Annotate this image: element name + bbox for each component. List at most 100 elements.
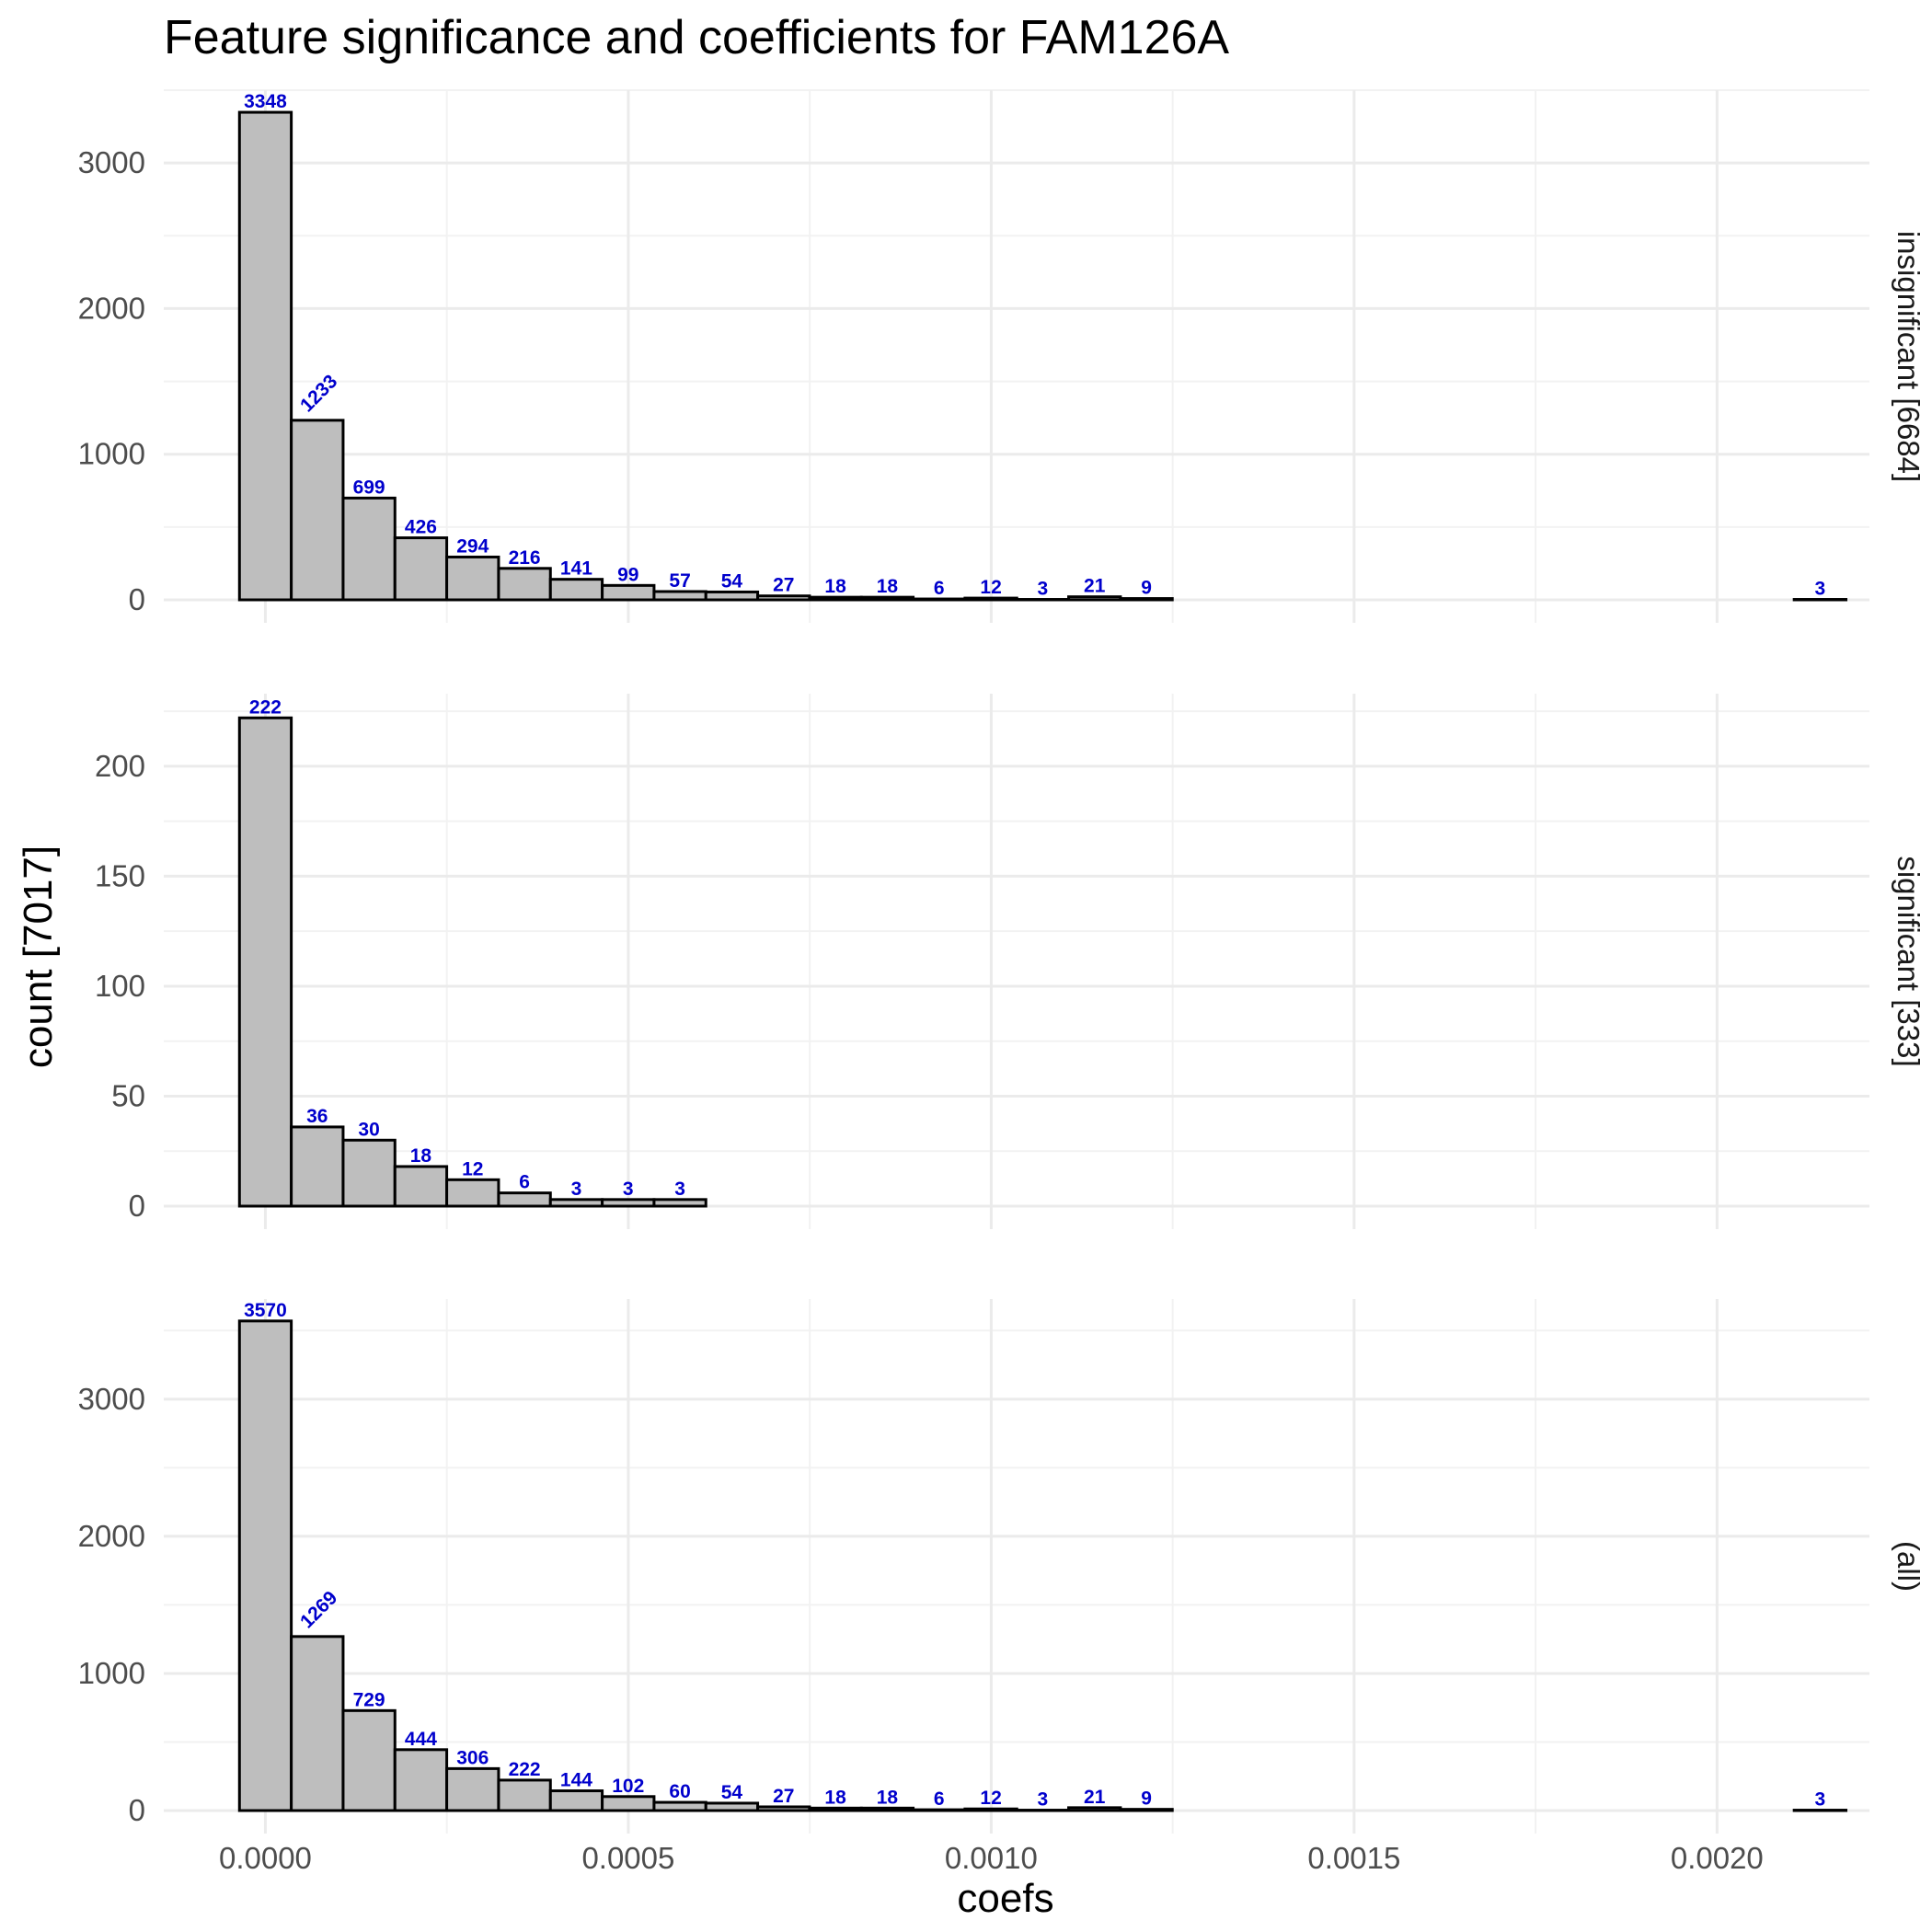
histogram-bar [341,1138,397,1208]
y-tick-label: 2000 [78,1519,145,1553]
facet-strip-label: insignificant [6684] [1892,231,1926,482]
histogram-bar [601,1198,656,1208]
bar-value-label: 3570 [244,1300,287,1321]
bar-value-label: 30 [358,1119,379,1140]
y-tick-label: 2000 [78,291,145,325]
x-tick-label: 0.0005 [581,1841,674,1875]
bar-value-label: 699 [353,477,385,498]
histogram-bar [963,596,1018,602]
histogram-bar [237,110,293,602]
histogram-bar [393,536,449,602]
bar-value-label: 21 [1084,1787,1106,1808]
bar-value-label: 222 [509,1759,541,1780]
histogram-bar [548,578,604,602]
histogram-bar [290,419,345,602]
bar-value-label: 3 [1038,579,1049,600]
x-axis-ticks: 0.0000 0.0005 0.0010 0.0015 0.0020 [219,1841,1764,1875]
bar-value-label: 18 [877,576,899,597]
bar-value-label: 54 [721,1782,743,1803]
x-tick-label: 0.0000 [219,1841,312,1875]
histogram-bar [548,1789,604,1812]
histogram-bar [756,1805,811,1812]
y-tick-label: 3000 [78,145,145,179]
bar-value-label: 12 [462,1158,483,1179]
facet-panel: 0 50 100 150 200 222 36 30 18 12 6 3 3 3 significant [… [95,694,1926,1229]
histogram-bar [341,1708,397,1812]
histogram-bar [963,1807,1018,1812]
bar-value-label: 12 [980,577,1001,598]
histogram-bar [704,1801,760,1812]
bar-value-label: 18 [824,576,846,597]
bar-value-label: 6 [934,578,945,599]
bar-value-label: 444 [405,1729,437,1750]
bar-value-label: 3 [1815,1789,1826,1811]
bar-value-label: 54 [721,570,743,592]
histogram-bar [601,1795,656,1812]
bar-value-label: 3 [571,1179,582,1200]
bar-value-label: 306 [456,1747,489,1768]
y-tick-label: 200 [95,749,145,783]
y-tick-label: 1000 [78,1656,145,1690]
facet-strip-label: significant [333] [1892,856,1926,1066]
bar-value-label: 60 [669,1781,690,1802]
y-axis-title: count [7017] [16,845,61,1068]
histogram-bar [1067,1806,1122,1812]
bar-value-label: 18 [877,1787,899,1808]
histogram-bar [341,496,397,602]
histogram-bar [808,1806,863,1812]
histogram-bar [1119,1808,1174,1812]
bar-value-label: 144 [560,1770,592,1791]
bar-value-label: 3 [623,1179,634,1200]
bar-value-label: 12 [980,1788,1001,1809]
chart-title: Feature significance and coefficients fo… [164,11,1229,64]
y-tick-label: 0 [129,582,145,616]
histogram-bar [1067,595,1122,602]
bar-value-label: 1233 [296,371,341,416]
histogram-bar [393,1165,449,1208]
x-tick-label: 0.0020 [1671,1841,1764,1875]
histogram-bar [497,1778,552,1812]
histogram-bar [601,583,656,602]
facet-strip-label: (all) [1892,1541,1926,1592]
histogram-bar [497,1191,552,1208]
histogram-bar [1119,597,1174,602]
histogram-bar [445,1766,500,1812]
histogram-bar [237,716,293,1208]
bar-value-label: 9 [1141,1788,1152,1810]
histogram-bar [497,567,552,602]
x-axis-title: coefs [957,1876,1053,1921]
bar-value-label: 27 [773,1786,794,1807]
bar-value-label: 6 [519,1172,530,1193]
bar-value-label: 21 [1084,576,1106,597]
bar-value-label: 102 [612,1776,644,1797]
bar-value-label: 3 [674,1179,685,1200]
histogram-bar [859,1806,915,1812]
bar-value-label: 3 [1815,579,1826,600]
bar-value-label: 9 [1141,578,1152,599]
y-tick-label: 0 [129,1793,145,1827]
histogram-bar [445,1178,500,1208]
bar-value-label: 57 [669,570,690,592]
histogram-bar [393,1748,449,1812]
bar-value-label: 99 [617,564,638,585]
bar-value-label: 216 [509,547,541,569]
histogram-bar [652,1800,707,1812]
histogram-bar [290,1125,345,1208]
histogram-bar [859,595,915,602]
bar-value-label: 729 [353,1689,385,1710]
y-tick-label: 150 [95,858,145,892]
bar-value-label: 3 [1038,1789,1049,1811]
histogram-bar [652,1198,707,1208]
y-tick-label: 100 [95,969,145,1003]
bar-value-label: 18 [824,1787,846,1808]
histogram-bar [290,1635,345,1812]
histogram-bar [756,594,811,602]
bar-value-label: 3348 [244,91,287,112]
histogram-bar [445,555,500,602]
y-tick-label: 0 [129,1189,145,1223]
bar-value-label: 294 [456,535,489,557]
